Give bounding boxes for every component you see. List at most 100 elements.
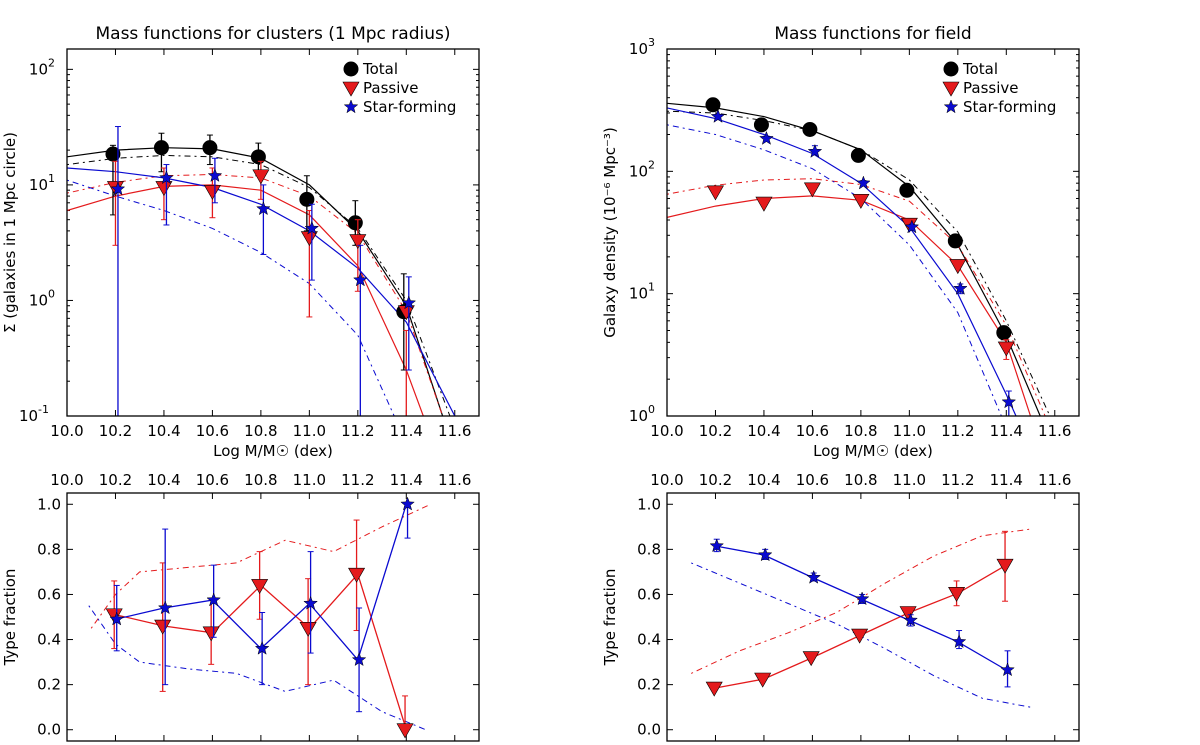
y-tick-label: 101 — [29, 172, 55, 194]
y-tick-label: 100 — [29, 287, 55, 309]
x-tick-label: 10.0 — [650, 471, 683, 489]
data-point-passive — [299, 621, 317, 637]
data-point-starforming — [400, 496, 415, 511]
data-point-starforming — [109, 611, 125, 626]
y-tick-label: 10-1 — [19, 403, 49, 425]
plot-content — [67, 126, 456, 416]
data-point-starforming — [953, 280, 968, 295]
x-tick-label: 11.2 — [941, 471, 974, 489]
fit-line-starforming-dotted — [67, 179, 395, 416]
x-tick-label: 11.0 — [293, 422, 326, 440]
x-tick-label: 10.6 — [196, 471, 229, 489]
axes-frame — [66, 48, 480, 417]
legend-label: Passive — [363, 79, 418, 97]
x-tick-label: 10.4 — [747, 422, 780, 440]
y-tick-label: 101 — [629, 281, 655, 303]
data-point-passive — [802, 651, 820, 667]
x-tick-label: 10.0 — [50, 422, 83, 440]
fit-line-passive-dotted — [667, 178, 1046, 416]
data-point-starforming — [856, 175, 871, 190]
x-tick-label: 11.2 — [341, 471, 374, 489]
y-axis-label: Σ (galaxies in 1 Mpc circle) — [1, 132, 19, 333]
data-point-passive — [202, 626, 220, 642]
y-tick-exponent: 1 — [48, 172, 55, 185]
plot-content — [690, 528, 1031, 708]
data-point-starforming — [757, 547, 773, 562]
x-tick-label: 10.0 — [650, 422, 683, 440]
data-point-passive — [349, 234, 367, 250]
data-point-total — [802, 121, 818, 137]
chart-title: Mass functions for field — [774, 24, 971, 44]
data-point-starforming — [256, 201, 271, 216]
data-point-starforming — [401, 295, 417, 310]
y-tick-label: 102 — [29, 56, 55, 78]
x-tick-label: 10.6 — [196, 422, 229, 440]
fit-line-passive-solid — [67, 184, 424, 416]
y-tick-label: 103 — [629, 36, 655, 58]
data-point-starforming — [1000, 662, 1015, 677]
panel-cluster-frac: 10.0 10.2 10.4 10.6 10.8 11.0 11.2 11.4 11.6 0.0 0… — [1, 471, 480, 742]
y-tick-label: 0.8 — [637, 540, 661, 558]
x-axis-label: Log M/M☉ (dex) — [213, 442, 333, 460]
data-point-starforming — [710, 108, 726, 123]
fit-line-total-dotted — [67, 154, 451, 416]
x-tick-label: 10.6 — [796, 471, 829, 489]
chart-title: Mass functions for clusters (1 Mpc radiu… — [95, 24, 450, 44]
data-point-passive — [396, 723, 414, 739]
data-point-passive — [705, 681, 723, 697]
x-tick-label: 11.6 — [1038, 471, 1071, 489]
data-point-passive — [154, 619, 172, 635]
legend-label: Total — [362, 60, 398, 78]
legend-label: Passive — [963, 79, 1018, 97]
data-point-starforming — [207, 167, 223, 182]
data-point-starforming — [351, 652, 367, 667]
data-point-passive — [706, 185, 724, 201]
axes-frame — [666, 492, 1080, 742]
y-tick-exponent: -1 — [38, 403, 49, 416]
fit-line-starforming-dotted — [667, 124, 1002, 416]
y-tick-label: 1.0 — [37, 495, 61, 513]
x-tick-label: 10.0 — [50, 471, 83, 489]
x-tick-label: 11.4 — [390, 471, 423, 489]
panel-field-mf: 10.0 10.2 10.4 10.6 10.8 11.0 11.2 11.4 11.61001… — [601, 24, 1080, 460]
x-tick-label: 10.8 — [844, 471, 877, 489]
data-point-passive — [754, 672, 772, 688]
legend-marker-total — [343, 61, 359, 77]
axes-frame — [666, 48, 1080, 417]
x-tick-label: 11.6 — [438, 471, 471, 489]
data-point-passive — [949, 259, 967, 275]
data-point-starforming — [903, 612, 918, 627]
data-point-total — [153, 140, 169, 156]
data-point-passive — [948, 587, 966, 602]
legend-marker-starforming — [343, 99, 359, 114]
data-point-total — [947, 233, 963, 249]
y-tick-exponent: 0 — [48, 287, 55, 300]
data-point-starforming — [254, 640, 270, 655]
data-point-starforming — [159, 170, 174, 185]
y-tick-label: 0.6 — [637, 585, 661, 603]
y-tick-label: 0.6 — [37, 585, 61, 603]
data-point-passive — [996, 558, 1014, 574]
y-tick-exponent: 2 — [648, 158, 655, 171]
x-tick-label: 10.8 — [844, 422, 877, 440]
data-point-total — [850, 147, 866, 163]
y-tick-label: 102 — [629, 158, 655, 180]
data-point-starforming — [854, 591, 870, 606]
x-tick-label: 10.4 — [147, 422, 180, 440]
x-tick-label: 10.2 — [99, 471, 132, 489]
y-tick-label: 0.0 — [37, 721, 61, 739]
x-tick-label: 11.0 — [893, 422, 926, 440]
axes-frame — [66, 492, 480, 742]
data-point-total — [996, 325, 1012, 341]
data-point-passive — [851, 628, 869, 644]
data-point-passive — [155, 181, 173, 197]
y-tick-exponent: 2 — [48, 56, 55, 69]
data-point-starforming — [807, 143, 823, 158]
y-tick-label: 0.0 — [637, 721, 661, 739]
data-point-total — [299, 191, 315, 207]
x-tick-label: 11.4 — [390, 422, 423, 440]
fit-line-passive-dotted — [67, 173, 444, 416]
x-tick-label: 10.4 — [147, 471, 180, 489]
